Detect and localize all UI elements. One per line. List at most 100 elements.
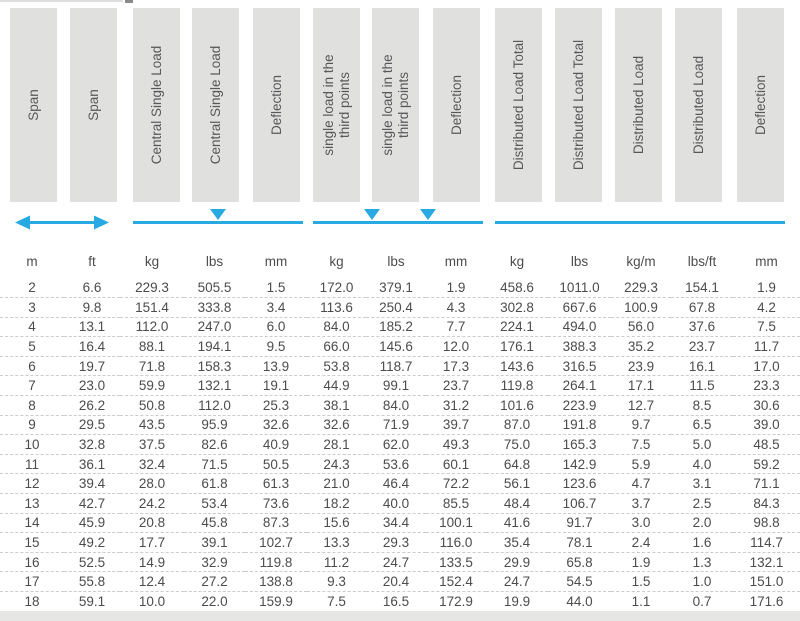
column-header-third-point-load-lbs: single load in the third points <box>372 8 419 202</box>
table-cell: 52.5 <box>64 552 120 573</box>
table-cell: 100.9 <box>611 297 671 318</box>
table-cell: 3.7 <box>611 493 671 514</box>
table-cell: 67.8 <box>671 297 733 318</box>
table-cell: 4.3 <box>426 297 486 318</box>
column-header-third-point-load-kg: single load in the third points <box>313 8 360 202</box>
table-cell: 1.0 <box>671 571 733 592</box>
table-cell: 37.5 <box>120 434 184 455</box>
table-cell: 45.8 <box>184 513 245 534</box>
table-cell: 26.2 <box>64 395 120 416</box>
table-cell: 15 <box>0 532 64 553</box>
table-cell: 72.2 <box>426 473 486 495</box>
table-row: 4 13.1 112.0 247.0 6.0 84.0 185.2 7.7 224.1 494.0… <box>0 317 800 338</box>
table-cell: 56.0 <box>611 317 671 338</box>
table-cell: 35.4 <box>486 532 548 553</box>
table-row: 7 23.0 59.9 132.1 19.1 44.9 99.1 23.7 119.8 264.1… <box>0 375 800 397</box>
table-cell: 3 <box>0 297 64 318</box>
table-cell: 114.7 <box>733 532 800 553</box>
table-row: 2 6.6 229.3 505.5 1.5 172.0 379.1 1.9 458.6 1011.… <box>0 278 800 299</box>
unit-label: kg <box>329 253 344 269</box>
unit-label: lbs <box>570 253 589 269</box>
table-row: 11 36.1 32.4 71.5 50.5 24.3 53.6 60.1 64.8 142.9 5… <box>0 454 800 475</box>
table-cell: 12.7 <box>611 395 671 416</box>
table-cell: 112.0 <box>120 317 184 338</box>
table-cell: 28.0 <box>120 473 184 495</box>
table-cell: 73.6 <box>245 493 307 514</box>
table-cell: 37.6 <box>671 317 733 338</box>
table-cell: 118.7 <box>366 356 426 377</box>
table-cell: 112.0 <box>184 395 245 416</box>
table-cell: 2.5 <box>671 493 733 514</box>
unit-label: mm <box>264 253 288 269</box>
table-cell: 6 <box>0 356 64 377</box>
table-cell: 505.5 <box>184 278 245 299</box>
column-header-label: Distributed Load Total <box>510 39 526 171</box>
table-cell: 17.1 <box>611 375 671 397</box>
table-cell: 53.6 <box>366 454 426 475</box>
table-cell: 159.9 <box>245 591 307 612</box>
table-cell: 2 <box>0 278 64 299</box>
table-cell: 151.0 <box>733 571 800 592</box>
table-cell: 49.3 <box>426 434 486 455</box>
table-cell: 42.7 <box>64 493 120 514</box>
table-cell: 3.0 <box>611 513 671 534</box>
table-cell: 11 <box>0 454 64 475</box>
table-row: 9 29.5 43.5 95.9 32.6 32.6 71.9 39.7 87.0 191.8 9.… <box>0 415 800 436</box>
table-cell: 133.5 <box>426 552 486 573</box>
table-cell: 18.2 <box>307 493 366 514</box>
table-row: 6 19.7 71.8 158.3 13.9 53.8 118.7 17.3 143.6 316.… <box>0 356 800 377</box>
table-cell: 9.3 <box>307 571 366 592</box>
table-cell: 59.9 <box>120 375 184 397</box>
table-cell: 27.2 <box>184 571 245 592</box>
table-cell: 17.0 <box>733 356 800 377</box>
table-cell: 34.4 <box>366 513 426 534</box>
table-cell: 172.0 <box>307 278 366 299</box>
table-cell: 494.0 <box>548 317 611 338</box>
table-cell: 44.9 <box>307 375 366 397</box>
table-cell: 142.9 <box>548 454 611 475</box>
table-cell: 102.7 <box>245 532 307 553</box>
table-cell: 91.7 <box>548 513 611 534</box>
load-diagram-annotations <box>15 209 785 230</box>
table-cell: 48.4 <box>486 493 548 514</box>
table-cell: 24.2 <box>120 493 184 514</box>
table-cell: 65.8 <box>548 552 611 573</box>
table-cell: 119.8 <box>245 552 307 573</box>
table-row: 13 42.7 24.2 53.4 73.6 18.2 40.0 85.5 48.4 106.7 3… <box>0 493 800 514</box>
column-header-distributed-load-kgm: Distributed Load <box>615 8 662 202</box>
table-cell: 84.0 <box>366 395 426 416</box>
table-cell: 39.7 <box>426 415 486 436</box>
table-cell: 1.9 <box>733 278 800 299</box>
table-cell: 7.5 <box>307 591 366 612</box>
column-header-deflection-third-mm: Deflection <box>433 8 480 202</box>
column-header-distributed-load-total-kg: Distributed Load Total <box>495 8 542 202</box>
table-cell: 250.4 <box>366 297 426 318</box>
table-cell: 32.9 <box>184 552 245 573</box>
table-cell: 302.8 <box>486 297 548 318</box>
table-cell: 24.3 <box>307 454 366 475</box>
table-cell: 32.6 <box>245 415 307 436</box>
table-cell: 10 <box>0 434 64 455</box>
cropped-content-remnant <box>125 0 133 3</box>
table-cell: 5.9 <box>611 454 671 475</box>
table-cell: 316.5 <box>548 356 611 377</box>
table-cell: 116.0 <box>426 532 486 553</box>
table-cell: 84.0 <box>307 317 366 338</box>
table-cell: 75.0 <box>486 434 548 455</box>
table-cell: 71.8 <box>120 356 184 377</box>
table-cell: 9.8 <box>64 297 120 318</box>
column-header-central-single-load-kg: Central Single Load <box>133 8 180 202</box>
table-row: 16 52.5 14.9 32.9 119.8 11.2 24.7 133.5 29.9 65.8… <box>0 552 800 573</box>
table-cell: 53.4 <box>184 493 245 514</box>
table-cell: 113.6 <box>307 297 366 318</box>
table-cell: 23.7 <box>426 375 486 397</box>
table-cell: 16 <box>0 552 64 573</box>
table-cell: 6.5 <box>671 415 733 436</box>
table-cell: 49.2 <box>64 532 120 553</box>
unit-label: mm <box>444 253 468 269</box>
table-row: 5 16.4 88.1 194.1 9.5 66.0 145.6 12.0 176.1 388.3… <box>0 336 800 357</box>
table-cell: 36.1 <box>64 454 120 475</box>
column-header-label: Distributed Load <box>630 55 646 155</box>
table-cell: 43.5 <box>120 415 184 436</box>
